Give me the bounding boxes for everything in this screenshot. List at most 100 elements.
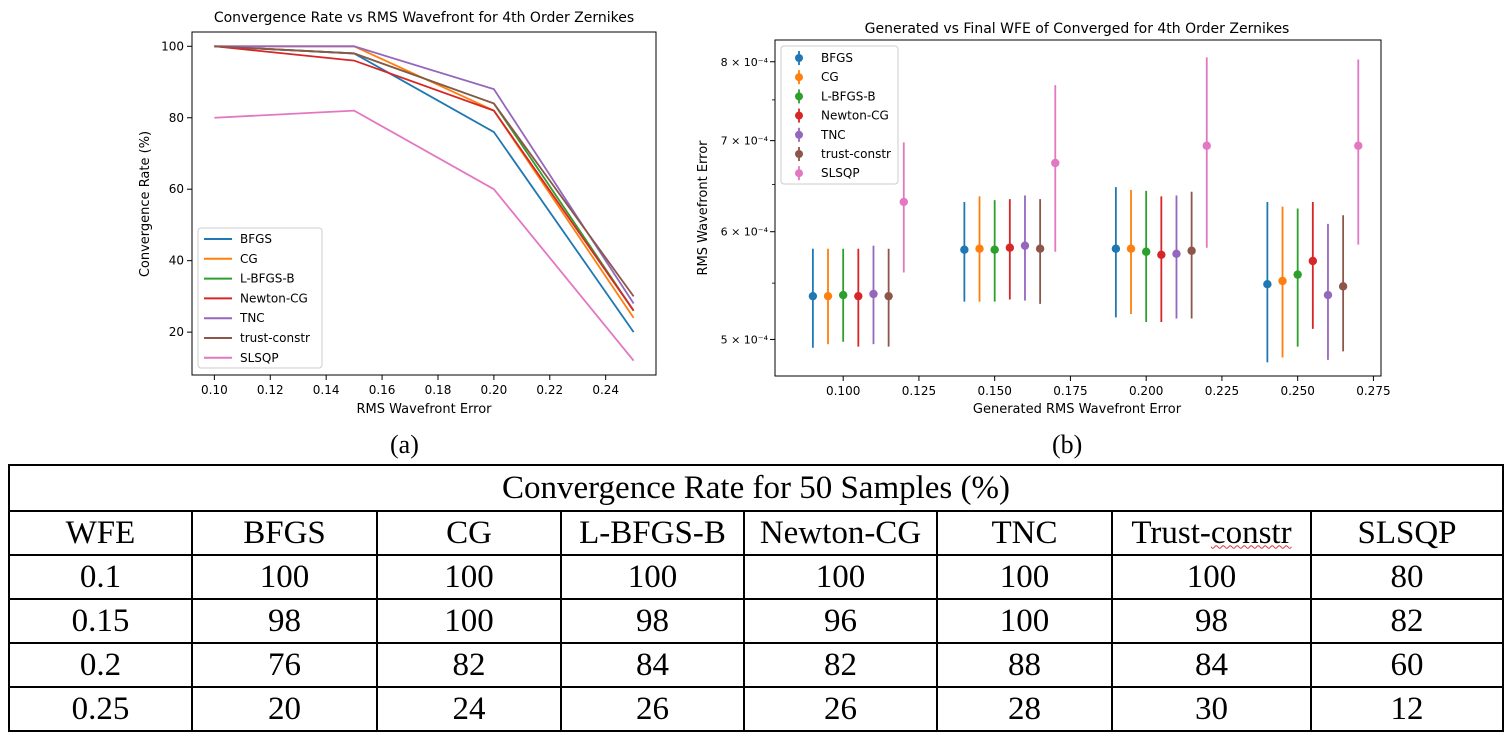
chart-a-title: Convergence Rate vs RMS Wavefront for 4t… bbox=[214, 10, 634, 26]
point-tnc bbox=[869, 289, 878, 299]
chart-a-ytick-label: 60 bbox=[169, 182, 184, 196]
table-cell: 98 bbox=[191, 598, 378, 644]
convergence-table: Convergence Rate for 50 Samples (%) WFE B… bbox=[8, 464, 1504, 732]
point-tnc bbox=[1323, 290, 1333, 300]
point-bfgs bbox=[1263, 280, 1272, 289]
point-tnc bbox=[1020, 241, 1030, 250]
chart-a-xtick-label: 0.16 bbox=[369, 383, 396, 397]
table-cell: 98 bbox=[1111, 598, 1312, 644]
legend-marker bbox=[795, 73, 803, 82]
table-header-cell: L-BFGS-B bbox=[560, 510, 745, 556]
point-slsqp bbox=[1354, 141, 1363, 150]
point-newton-cg bbox=[854, 291, 863, 301]
point-trust-constr bbox=[1035, 244, 1045, 253]
chart-b-xtick-label: 0.225 bbox=[1205, 384, 1239, 398]
table-cell: 0.15 bbox=[8, 598, 193, 644]
chart-b-ylabel: RMS Wavefront Error bbox=[696, 140, 711, 276]
point-l-bfgs-b bbox=[990, 245, 999, 254]
chart-b-ytick-label: 7 × 10⁻⁴ bbox=[721, 135, 769, 148]
chart-b-title: Generated vs Final WFE of Converged for … bbox=[865, 21, 1290, 37]
figure-canvas: Convergence Rate vs RMS Wavefront for 4t… bbox=[138, 10, 1391, 417]
table-header-cell: TNC bbox=[936, 510, 1113, 556]
point-newton-cg bbox=[1005, 243, 1015, 252]
legend-label: L-BFGS-B bbox=[821, 89, 876, 103]
table-cell: 100 bbox=[560, 554, 745, 600]
legend-label: TNC bbox=[239, 311, 265, 325]
chart-a-legend: BFGS CG L-BFGS-B Newton-CG TNC trust-constr SL… bbox=[197, 227, 323, 369]
point-l-bfgs-b bbox=[1141, 247, 1151, 256]
legend-label: BFGS bbox=[240, 232, 272, 246]
table-cell: 84 bbox=[1111, 642, 1312, 688]
table-cell: 60 bbox=[1310, 642, 1504, 688]
point-l-bfgs-b bbox=[838, 290, 848, 300]
chart-a-xtick-label: 0.24 bbox=[592, 383, 619, 397]
chart-b-xtick-label: 0.125 bbox=[902, 384, 936, 398]
table-header-cell: SLSQP bbox=[1310, 510, 1504, 556]
point-trust-constr bbox=[884, 291, 893, 301]
chart-a-ytick-label: 40 bbox=[169, 254, 184, 268]
point-slsqp bbox=[899, 197, 908, 207]
chart-b-ytick-label: 6 × 10⁻⁴ bbox=[721, 226, 769, 239]
legend-label: Newton-CG bbox=[821, 109, 889, 123]
table-cell: 82 bbox=[743, 642, 938, 688]
legend-label: CG bbox=[240, 252, 258, 266]
table-cell: 80 bbox=[1310, 554, 1504, 600]
table-cell: 76 bbox=[191, 642, 378, 688]
table-header-cell: CG bbox=[376, 510, 562, 556]
chart-b-xtick-label: 0.275 bbox=[1356, 384, 1390, 398]
point-bfgs bbox=[960, 245, 969, 254]
chart-a-xlabel: RMS Wavefront Error bbox=[356, 402, 492, 417]
chart-a-ytick-label: 80 bbox=[169, 111, 184, 125]
legend-marker bbox=[795, 169, 803, 178]
point-newton-cg bbox=[1308, 256, 1318, 266]
table-cell: 0.2 bbox=[8, 642, 193, 688]
chart-a-xtick-label: 0.12 bbox=[257, 383, 284, 397]
table-cell: 96 bbox=[743, 598, 938, 644]
legend-label: trust-constr bbox=[240, 331, 310, 345]
legend-label: BFGS bbox=[821, 51, 853, 65]
table-cell: 82 bbox=[1310, 598, 1504, 644]
chart-b-xlabel: Generated RMS Wavefront Error bbox=[973, 402, 1182, 417]
table-header-cell: WFE bbox=[8, 510, 193, 556]
legend-label: TNC bbox=[820, 128, 846, 142]
legend-label: trust-constr bbox=[821, 147, 891, 161]
chart-a-xtick-label: 0.22 bbox=[536, 383, 563, 397]
chart-b-legend: BFGS CG L-BFGS-B Newton-CG TNC trust-constr SL… bbox=[780, 45, 899, 185]
chart-b-xtick-label: 0.150 bbox=[977, 384, 1011, 398]
chart-a-xtick-label: 0.10 bbox=[201, 383, 228, 397]
table-cell: 12 bbox=[1310, 686, 1504, 732]
table-cell: 100 bbox=[936, 598, 1113, 644]
table-cell: 0.1 bbox=[8, 554, 193, 600]
chart-b-xtick-label: 0.250 bbox=[1280, 384, 1314, 398]
legend-marker bbox=[795, 54, 803, 62]
table-title: Convergence Rate for 50 Samples (%) bbox=[8, 464, 1504, 512]
table-cell: 98 bbox=[560, 598, 745, 644]
generated-vs-final-wfe-chart: Generated vs Final WFE of Converged for … bbox=[696, 21, 1391, 417]
table-cell: 100 bbox=[936, 554, 1113, 600]
table-cell: 88 bbox=[936, 642, 1113, 688]
series-line-slsqp bbox=[214, 109, 635, 362]
legend-box bbox=[197, 227, 323, 369]
table-cell: 82 bbox=[376, 642, 562, 688]
table-cell: 20 bbox=[191, 686, 378, 732]
chart-a-xtick-label: 0.20 bbox=[481, 383, 508, 397]
chart-a-xtick-label: 0.14 bbox=[313, 383, 340, 397]
table-cell: 24 bbox=[376, 686, 562, 732]
table-row: 0.2 76 82 84 82 88 84 60 bbox=[8, 642, 1504, 688]
point-slsqp bbox=[1051, 158, 1060, 168]
chart-a-frame bbox=[191, 31, 657, 376]
table-cell: 100 bbox=[191, 554, 378, 600]
chart-b-xtick-label: 0.100 bbox=[826, 384, 860, 398]
legend-marker bbox=[795, 92, 803, 101]
series-line-tnc bbox=[214, 45, 635, 305]
point-slsqp bbox=[1202, 141, 1211, 150]
point-cg bbox=[1126, 244, 1136, 253]
point-cg bbox=[823, 291, 833, 301]
chart-a-ytick-label: 100 bbox=[161, 39, 184, 53]
caption-b: (b) bbox=[1052, 430, 1083, 459]
point-cg bbox=[975, 244, 984, 253]
point-newton-cg bbox=[1157, 250, 1166, 260]
table-cell: 84 bbox=[560, 642, 745, 688]
legend-label: CG bbox=[821, 70, 839, 84]
legend-label: Newton-CG bbox=[240, 291, 308, 305]
